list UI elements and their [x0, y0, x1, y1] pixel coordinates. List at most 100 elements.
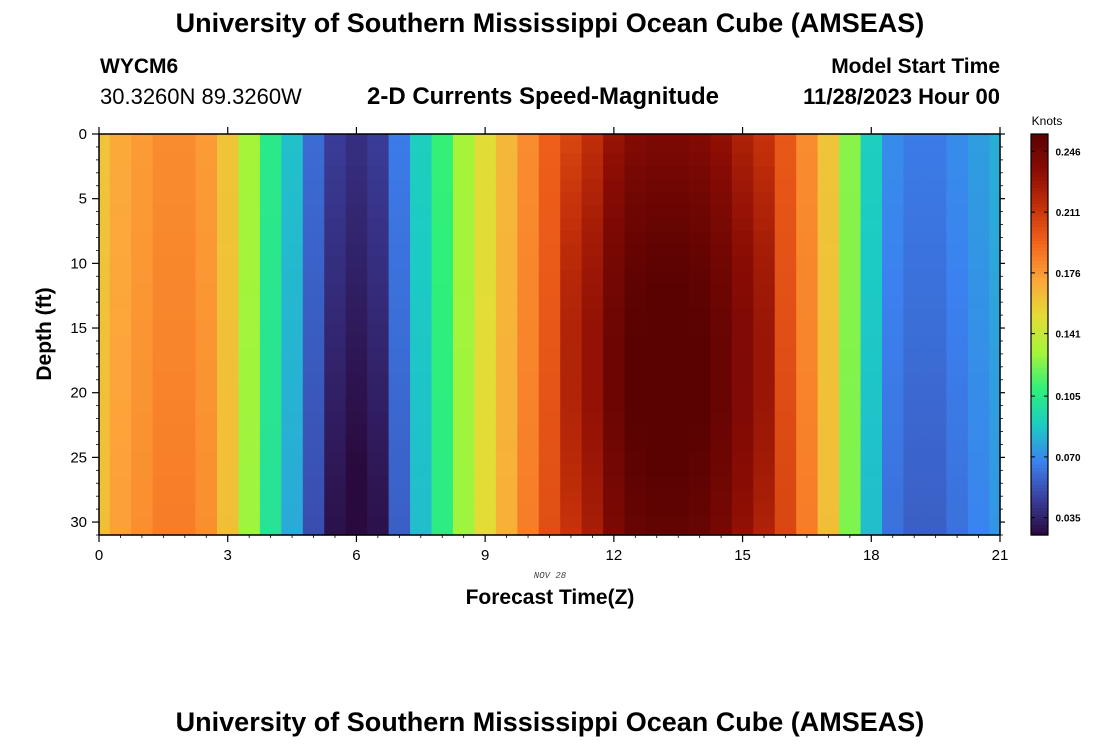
heatmap-cell — [946, 373, 969, 387]
heatmap-cell — [431, 243, 454, 258]
heatmap-cell — [474, 166, 497, 180]
heatmap-cell — [774, 437, 797, 452]
heatmap-cell — [538, 515, 561, 530]
heatmap-cell — [281, 386, 304, 400]
heatmap-cell — [753, 412, 776, 426]
heatmap-cell — [731, 231, 754, 245]
heatmap-cell — [474, 134, 497, 142]
heatmap-cell — [646, 321, 669, 336]
heatmap-cell — [99, 282, 111, 297]
heatmap-cell — [216, 489, 240, 504]
heatmap-cell — [924, 489, 947, 504]
heatmap-cell — [495, 334, 518, 349]
heatmap-cell — [860, 308, 883, 323]
heatmap-cell — [924, 166, 947, 180]
colorbar-segment — [1031, 314, 1048, 319]
heatmap-cell — [431, 437, 454, 452]
heatmap-cell — [946, 134, 969, 142]
heatmap-cell — [517, 502, 540, 517]
heatmap-cell — [817, 282, 840, 297]
heatmap-cell — [174, 515, 197, 530]
heatmap-cell — [281, 399, 304, 413]
heatmap-cell — [946, 218, 969, 232]
heatmap-cell — [474, 179, 497, 193]
heatmap-cell — [646, 134, 669, 142]
heatmap-cell — [882, 425, 905, 439]
heatmap-cell — [860, 489, 883, 504]
heatmap-cell — [753, 386, 776, 400]
heatmap-cell — [710, 269, 733, 284]
heatmap-cell — [817, 256, 840, 271]
heatmap-cell — [624, 334, 647, 349]
heatmap-cell — [817, 489, 840, 504]
heatmap-cell — [109, 218, 132, 232]
colorbar-segment — [1031, 384, 1048, 389]
heatmap-cell — [474, 360, 497, 374]
heatmap-cell — [517, 140, 540, 155]
heatmap-cell — [238, 425, 261, 439]
heatmap-cell — [731, 256, 754, 271]
x-tick-label: 6 — [352, 547, 360, 564]
colorbar-segment — [1031, 418, 1048, 422]
heatmap-cell — [646, 295, 669, 310]
colorbar-segment — [1031, 387, 1048, 392]
heatmap-cell — [667, 347, 690, 361]
colorbar-segment — [1031, 428, 1048, 433]
heatmap-cell — [946, 308, 969, 323]
colorbar-segment — [1031, 264, 1048, 269]
colorbar-segment — [1031, 197, 1048, 202]
heatmap-cell — [324, 515, 347, 530]
heatmap-cell — [388, 140, 411, 155]
heatmap-cell — [603, 476, 626, 491]
heatmap-cell — [99, 437, 111, 452]
heatmap-cell — [989, 153, 1001, 167]
heatmap-cell — [345, 243, 368, 258]
heatmap-cell — [989, 295, 1001, 310]
heatmap-cell — [517, 463, 540, 478]
heatmap-cell — [152, 373, 175, 387]
colorbar-segment — [1031, 230, 1048, 235]
heatmap-cell — [474, 269, 497, 284]
heatmap-cell — [345, 231, 368, 245]
heatmap-cell — [796, 360, 819, 374]
heatmap-cell — [710, 192, 733, 206]
heatmap-cell — [259, 528, 282, 536]
heatmap-cell — [667, 528, 690, 536]
colorbar-segment — [1031, 157, 1048, 162]
heatmap-cell — [195, 179, 218, 193]
colorbar-segment — [1031, 301, 1048, 306]
heatmap-cell — [839, 218, 862, 232]
heatmap-cell — [731, 399, 754, 413]
heatmap-cell — [731, 450, 754, 465]
heatmap-cell — [560, 463, 583, 478]
heatmap-cell — [903, 373, 926, 387]
heatmap-cell — [817, 205, 840, 219]
heatmap-cell — [646, 153, 669, 167]
heatmap-cell — [882, 140, 905, 155]
heatmap-cell — [924, 282, 947, 297]
heatmap-cell — [817, 166, 840, 180]
heatmap-cell — [946, 528, 969, 536]
heatmap-cell — [860, 256, 883, 271]
heatmap-cell — [796, 476, 819, 491]
heatmap-cell — [924, 269, 947, 284]
heatmap-cell — [774, 218, 797, 232]
heatmap-cell — [710, 140, 733, 155]
heatmap-cell — [131, 373, 154, 387]
heatmap-cell — [839, 489, 862, 504]
heatmap-cell — [302, 192, 325, 206]
heatmap-cell — [452, 425, 476, 439]
heatmap-cell — [324, 153, 347, 167]
heatmap-cell — [581, 243, 604, 258]
heatmap-cell — [967, 528, 990, 536]
heatmap-cell — [281, 269, 304, 284]
heatmap-cell — [152, 399, 175, 413]
heatmap-cell — [624, 153, 647, 167]
colorbar-segment — [1031, 240, 1048, 245]
heatmap-cell — [688, 347, 711, 361]
heatmap-cell — [839, 360, 862, 374]
heatmap-cell — [452, 373, 476, 387]
heatmap-cell — [560, 450, 583, 465]
heatmap-cell — [174, 321, 197, 336]
heatmap-cell — [388, 153, 411, 167]
